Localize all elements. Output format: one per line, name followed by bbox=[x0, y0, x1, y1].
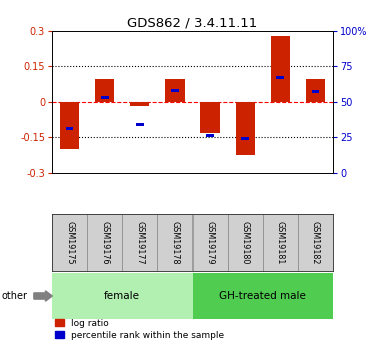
Bar bbox=[201, 102, 220, 132]
Bar bbox=[192, 214, 228, 271]
Bar bbox=[52, 273, 192, 319]
Text: GSM19180: GSM19180 bbox=[241, 221, 250, 264]
Title: GDS862 / 3.4.11.11: GDS862 / 3.4.11.11 bbox=[127, 17, 258, 30]
Text: other: other bbox=[2, 291, 28, 301]
Bar bbox=[136, 123, 144, 126]
Bar bbox=[165, 79, 184, 102]
Bar bbox=[171, 89, 179, 92]
Bar bbox=[130, 102, 149, 106]
Bar bbox=[66, 127, 74, 130]
Bar bbox=[228, 214, 263, 271]
Bar bbox=[263, 214, 298, 271]
Bar bbox=[311, 90, 319, 93]
Bar bbox=[206, 134, 214, 137]
Bar bbox=[157, 214, 192, 271]
Bar bbox=[241, 137, 249, 140]
Bar bbox=[52, 214, 87, 271]
Bar bbox=[306, 79, 325, 102]
Bar bbox=[276, 76, 284, 79]
Bar bbox=[271, 36, 290, 102]
Bar bbox=[87, 214, 122, 271]
Text: female: female bbox=[104, 291, 140, 301]
Text: GH-treated male: GH-treated male bbox=[219, 291, 306, 301]
Text: GSM19179: GSM19179 bbox=[206, 220, 214, 264]
Bar bbox=[101, 96, 109, 99]
Text: GSM19175: GSM19175 bbox=[65, 220, 74, 264]
Text: GSM19182: GSM19182 bbox=[311, 220, 320, 264]
Legend: log ratio, percentile rank within the sample: log ratio, percentile rank within the sa… bbox=[55, 318, 225, 341]
Text: GSM19176: GSM19176 bbox=[100, 220, 109, 264]
Text: GSM19178: GSM19178 bbox=[171, 220, 179, 264]
Bar bbox=[298, 214, 333, 271]
Bar bbox=[95, 79, 114, 102]
Text: GSM19177: GSM19177 bbox=[135, 220, 144, 264]
Bar bbox=[122, 214, 157, 271]
Bar bbox=[60, 102, 79, 149]
Text: GSM19181: GSM19181 bbox=[276, 221, 285, 264]
Bar bbox=[192, 273, 333, 319]
Bar bbox=[236, 102, 255, 155]
